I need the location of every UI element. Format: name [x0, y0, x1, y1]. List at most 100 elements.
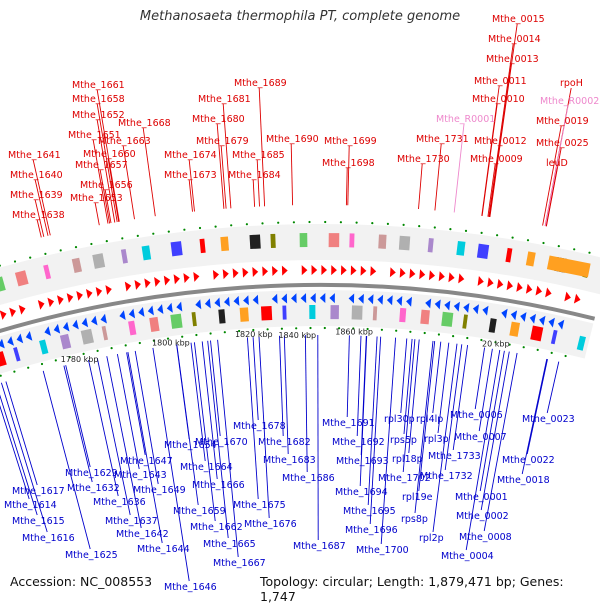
gene-label[interactable]: Mthe_1653 — [70, 193, 123, 204]
gene-label[interactable]: Mthe_1616 — [22, 533, 75, 544]
gene-label[interactable]: Mthe_R0001 — [436, 114, 495, 125]
gene-label[interactable]: Mthe_1663 — [98, 136, 151, 147]
gene-label[interactable]: Mthe_1674 — [164, 150, 217, 161]
leader-line — [257, 160, 259, 207]
gene-label[interactable]: Mthe_1686 — [282, 473, 335, 484]
gene-label[interactable]: Mthe_1641 — [8, 150, 61, 161]
gene-label[interactable]: Mthe_1636 — [93, 497, 146, 508]
gene-label[interactable]: Mthe_1676 — [244, 519, 297, 530]
gene-label[interactable]: rpl2p — [419, 533, 444, 544]
gene-label[interactable]: Mthe_1732 — [420, 471, 473, 482]
gene-label[interactable]: Mthe_1730 — [397, 154, 450, 165]
gene-label[interactable]: Mthe_R0002 — [540, 96, 599, 107]
gene-label[interactable]: Mthe_1690 — [266, 134, 319, 145]
gene-label[interactable]: Mthe_1638 — [12, 210, 65, 221]
gene-label[interactable]: Mthe_1625 — [65, 550, 118, 561]
gene-label[interactable]: Mthe_1731 — [416, 134, 469, 145]
gene-label[interactable]: Mthe_0002 — [456, 511, 509, 522]
gene-label[interactable]: rpl30p — [384, 414, 415, 425]
gene-label[interactable]: Mthe_1673 — [164, 170, 217, 181]
gene-label[interactable]: Mthe_1658 — [72, 94, 125, 105]
leader-line — [259, 88, 264, 206]
tick-mark — [395, 330, 397, 332]
gene-label[interactable]: Mthe_1695 — [343, 506, 396, 517]
gene-label[interactable]: Mthe_1680 — [192, 114, 245, 125]
gene-label[interactable]: Mthe_1629 — [65, 468, 118, 479]
gene-label[interactable]: Mthe_1684 — [228, 170, 281, 181]
gene-label[interactable]: Mthe_0022 — [502, 455, 555, 466]
gene-label[interactable]: rps8p — [401, 514, 428, 525]
gene-label[interactable]: Mthe_0010 — [472, 94, 525, 105]
leader-line — [348, 146, 349, 205]
gene-label[interactable]: Mthe_1694 — [335, 487, 388, 498]
gene-label[interactable]: Mthe_1642 — [116, 529, 169, 540]
gene-label[interactable]: Mthe_1662 — [190, 522, 243, 533]
gene-label[interactable]: rps5p — [390, 435, 417, 446]
gene-label[interactable]: rpl3p — [424, 434, 449, 445]
gene-label[interactable]: Mthe_1614 — [4, 500, 57, 511]
gene-label[interactable]: Mthe_0006 — [450, 410, 503, 421]
gene-label[interactable]: Mthe_1733 — [428, 451, 481, 462]
gene-label[interactable]: Mthe_1689 — [234, 78, 287, 89]
gene-label[interactable]: Mthe_0009 — [470, 154, 523, 165]
gene-label[interactable]: Mthe_1656 — [80, 180, 133, 191]
gene-label[interactable]: Mthe_1652 — [72, 110, 125, 121]
gene-label[interactable]: Mthe_1681 — [198, 94, 251, 105]
gene-label[interactable]: Mthe_0004 — [441, 551, 494, 562]
gene-label[interactable]: Mthe_1660 — [83, 149, 136, 160]
gene-label[interactable]: Mthe_1649 — [133, 485, 186, 496]
gene-label[interactable]: Mthe_1659 — [173, 506, 226, 517]
gene-label[interactable]: Mthe_1644 — [137, 544, 190, 555]
gene-label[interactable]: Mthe_0025 — [536, 138, 589, 149]
gene-label[interactable]: Mthe_1632 — [67, 483, 120, 494]
gene-label[interactable]: Mthe_0007 — [454, 432, 507, 443]
gene-label[interactable]: Mthe_1699 — [324, 136, 377, 147]
gene-label[interactable]: Mthe_1664 — [180, 462, 233, 473]
gene-label[interactable]: Mthe_1693 — [336, 456, 389, 467]
gene-label[interactable]: Mthe_0001 — [455, 492, 508, 503]
gene-label[interactable]: Mthe_0023 — [522, 414, 575, 425]
gene-label[interactable]: Mthe_0018 — [497, 475, 550, 486]
gene-label[interactable]: Mthe_1617 — [12, 486, 65, 497]
gene-label[interactable]: Mthe_0008 — [459, 532, 512, 543]
gene-label[interactable]: Mthe_0012 — [474, 136, 527, 147]
gene-label[interactable]: rpl18p — [392, 454, 423, 465]
gene-label[interactable]: leuD — [546, 158, 568, 169]
gene-label[interactable]: Mthe_1692 — [332, 437, 385, 448]
gene-label[interactable]: Mthe_1683 — [263, 455, 316, 466]
gene-label[interactable]: Mthe_1647 — [120, 456, 173, 467]
gene-label[interactable]: Mthe_1640 — [10, 170, 63, 181]
gene-label[interactable]: Mthe_1700 — [356, 545, 409, 556]
tick-mark — [0, 265, 1, 267]
gene-label[interactable]: Mthe_1691 — [322, 418, 375, 429]
gene-label[interactable]: Mthe_1670 — [195, 437, 248, 448]
gene-label[interactable]: Mthe_1685 — [232, 150, 285, 161]
tick-mark — [565, 355, 567, 357]
gene-label[interactable]: Mthe_1661 — [72, 80, 125, 91]
gene-label[interactable]: Mthe_1666 — [192, 480, 245, 491]
gene-label[interactable]: Mthe_1696 — [345, 525, 398, 536]
gene-label[interactable]: Mthe_0014 — [488, 34, 541, 45]
gene-label[interactable]: Mthe_0019 — [536, 116, 589, 127]
gene-label[interactable]: Mthe_1679 — [196, 136, 249, 147]
gene-label[interactable]: Mthe_1675 — [233, 500, 286, 511]
gene-label[interactable]: Mthe_0015 — [492, 14, 545, 25]
gene-label[interactable]: Mthe_0013 — [486, 54, 539, 65]
gene-label[interactable]: Mthe_1643 — [114, 470, 167, 481]
gene-label[interactable]: Mthe_1698 — [322, 158, 375, 169]
gene-label[interactable]: Mthe_1657 — [75, 160, 128, 171]
gene-label[interactable]: Mthe_1687 — [293, 541, 346, 552]
gene-label[interactable]: Mthe_1646 — [164, 582, 217, 593]
gene-label[interactable]: Mthe_1639 — [10, 190, 63, 201]
gene-label[interactable]: Mthe_0011 — [474, 76, 527, 87]
gene-label[interactable]: Mthe_1667 — [213, 558, 266, 569]
gene-label[interactable]: Mthe_1615 — [12, 516, 65, 527]
gene-label[interactable]: Mthe_1682 — [258, 437, 311, 448]
gene-label[interactable]: rpl19e — [402, 492, 433, 503]
gene-label[interactable]: Mthe_1665 — [203, 539, 256, 550]
gene-label[interactable]: rpl4lp — [416, 414, 443, 425]
gene-label[interactable]: Mthe_1668 — [118, 118, 171, 129]
gene-label[interactable]: Mthe_1637 — [105, 516, 158, 527]
gene-label[interactable]: Mthe_1678 — [233, 421, 286, 432]
gene-label[interactable]: rpoH — [560, 78, 583, 89]
